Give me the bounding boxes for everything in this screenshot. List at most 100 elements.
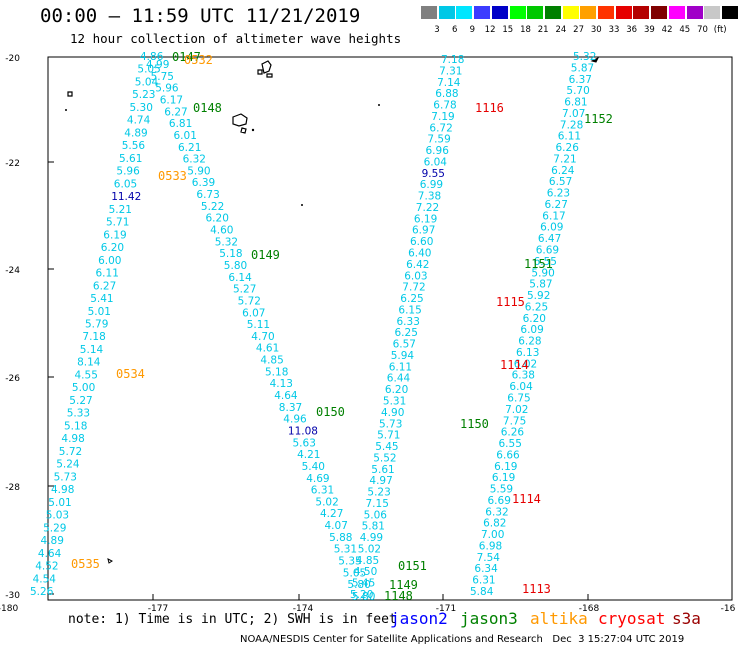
pass-time-label: 1149 [389,578,418,592]
swh-value: 6.27 [545,199,568,211]
swh-value: 7.00 [481,529,504,541]
swh-value: 11.42 [111,191,141,203]
swh-value: 4.98 [61,433,84,445]
y-tick-label: -24 [5,266,20,276]
swh-value: 5.40 [302,461,325,473]
swh-value: 6.33 [397,316,420,328]
swh-value: 5.92 [527,290,550,302]
y-tick-label: -20 [5,54,20,64]
island-dot [378,104,380,106]
swh-value: 4.89 [41,535,64,547]
swh-value: 6.23 [547,188,570,200]
page-title: 00:00 – 11:59 UTC 11/21/2019 [40,5,361,27]
swh-value: 7.21 [553,153,576,165]
swh-value: 5.90 [187,165,210,177]
island-dot [65,109,67,111]
swh-value: 7.02 [505,404,528,416]
y-tick-label: -30 [5,591,20,601]
swh-value: 6.19 [494,461,517,473]
map-frame [47,56,733,601]
swh-value: 5.88 [329,532,352,544]
swh-value: 7.59 [427,134,450,146]
island-shape [257,60,273,78]
swh-value: 7.31 [439,65,462,77]
swh-value: 6.57 [549,176,572,188]
scale-label: 6 [451,25,458,35]
swh-value: 6.37 [569,74,592,86]
swh-value: 5.81 [362,521,385,533]
swh-value: 4.52 [35,561,58,573]
pass-time-label: 1150 [460,417,489,431]
swh-value: 6.81 [169,118,192,130]
swh-value: 8.37 [279,402,302,414]
pass-time-label: 1114 [512,492,541,506]
x-tick-label: -177 [148,604,168,614]
swh-value: 4.07 [325,520,348,532]
swh-value: 6.27 [93,280,116,292]
scale-swatch [615,6,632,19]
swh-value: 5.01 [88,306,111,318]
pass-time-label: 1114 [500,358,529,372]
swh-value: 6.11 [558,131,581,143]
scale-label: 42 [661,25,673,35]
swh-value: 5.23 [367,487,390,499]
scale-swatch [491,6,508,19]
island-shape [590,56,600,63]
swh-value: 5.87 [529,279,552,291]
swh-value: 8.14 [77,357,101,369]
scale-label: 33 [608,25,620,35]
legend-cryosat: cryosat [598,609,666,628]
swh-value: 4.54 [33,573,57,585]
swh-value: 6.42 [406,259,429,271]
scale-label: 36 [626,25,638,35]
swh-value: 6.55 [534,256,557,268]
swh-value: 6.75 [507,393,530,405]
swh-value: 6.60 [410,236,433,248]
swh-value: 4.50 [354,566,377,578]
scale-swatch [580,6,597,19]
swh-value: 5.70 [566,85,589,97]
swh-value: 4.13 [270,378,293,390]
swh-value: 5.06 [364,509,388,521]
swh-value: 5.94 [391,350,415,362]
swh-value: 6.40 [408,248,431,260]
scale-swatch [651,6,668,19]
swh-value: 6.20 [101,242,124,254]
swh-value: 5.96 [155,83,179,95]
pass-time-label: 0149 [251,248,280,262]
swh-value: 6.19 [414,213,437,225]
y-tick-label: -28 [5,483,20,493]
scale-label: 12 [484,25,496,35]
pass-time-label: 0151 [398,559,427,573]
swh-value: 4.98 [51,484,74,496]
swh-value: 5.18 [64,420,87,432]
swh-value: 6.39 [192,177,215,189]
scale-label: 21 [537,25,549,35]
swh-value: 5.90 [531,267,554,279]
x-tick-label: -16 [721,604,736,614]
swh-value: 6.55 [499,438,522,450]
swh-value: 6.25 [395,327,418,339]
swh-value: 6.02 [514,358,537,370]
swh-value: 6.17 [542,210,565,222]
altimeter-tracks: 4.865.055.045.235.304.744.895.565.615.96… [30,51,596,603]
swh-value: 6.04 [509,381,533,393]
swh-value: 6.78 [433,100,456,112]
scale-swatch [686,6,703,19]
swh-value: 6.14 [228,272,252,284]
scale-label: 30 [590,25,602,35]
swh-value: 6.26 [556,142,580,154]
scale-unit-label: (ft) [713,25,727,35]
swh-value: 5.87 [571,62,594,74]
legend-jason3: jason3 [460,609,518,628]
swh-value: 5.61 [119,153,142,165]
swh-value: 5.80 [224,260,247,272]
swh-value: 5.52 [373,452,396,464]
swh-value: 6.15 [398,304,421,316]
swh-value: 6.47 [538,233,561,245]
swh-value: 6.20 [206,213,229,225]
swh-value: 6.38 [512,370,535,382]
swh-value: 6.32 [485,506,508,518]
swh-value: 5.27 [233,284,256,296]
